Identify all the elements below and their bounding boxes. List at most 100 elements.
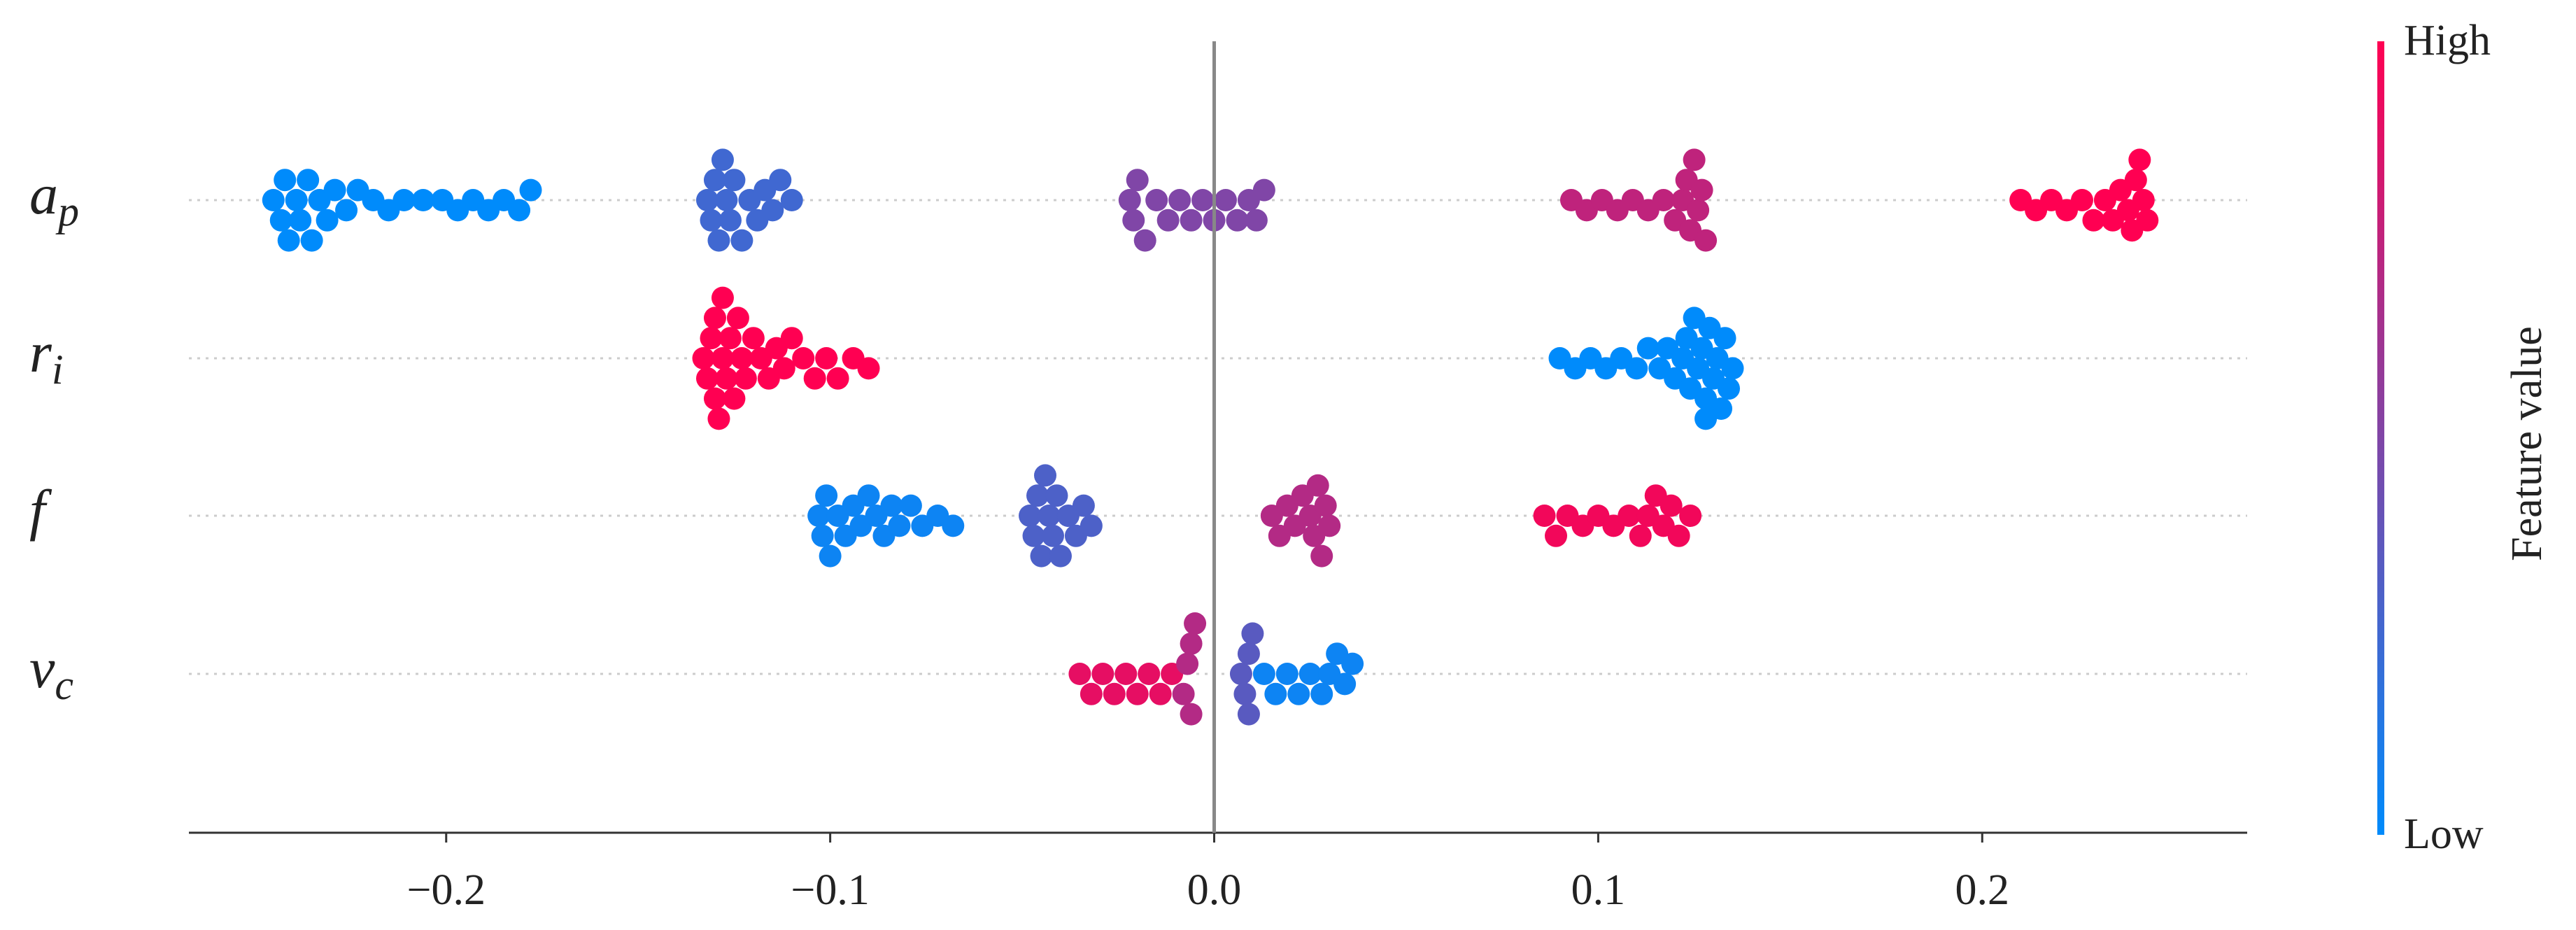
point: [1275, 663, 1298, 685]
point: [1237, 642, 1260, 665]
point: [1156, 209, 1180, 232]
point: [1718, 377, 1741, 400]
point: [1683, 148, 1706, 171]
point: [1103, 682, 1126, 705]
point: [703, 387, 726, 410]
feature-label: ri: [29, 320, 64, 393]
point: [730, 347, 753, 369]
point: [1226, 209, 1249, 232]
point: [734, 367, 757, 390]
point: [815, 347, 838, 369]
point: [726, 307, 749, 330]
point: [1310, 544, 1333, 568]
feature-subscript: c: [55, 662, 73, 708]
point: [411, 189, 434, 211]
point: [1072, 494, 1095, 517]
point: [1687, 199, 1710, 222]
point: [1306, 474, 1329, 497]
point: [780, 327, 803, 350]
point: [392, 189, 416, 211]
point: [1341, 652, 1364, 675]
point: [1034, 464, 1057, 487]
feature-label: ap: [29, 162, 79, 234]
point: [707, 407, 730, 430]
point: [1287, 682, 1310, 705]
point: [2124, 169, 2147, 192]
point: [1618, 505, 1641, 527]
point: [730, 229, 753, 252]
point: [323, 178, 346, 202]
x-tick-label: −0.2: [407, 866, 486, 914]
point: [1310, 682, 1333, 705]
point: [1080, 682, 1103, 705]
point: [811, 524, 834, 547]
colorbar-high: High: [2404, 17, 2491, 64]
point: [1176, 652, 1199, 675]
point: [274, 169, 297, 192]
point: [826, 367, 849, 390]
point: [857, 357, 880, 380]
point: [1138, 663, 1161, 685]
point: [1168, 189, 1191, 211]
point: [1636, 337, 1659, 360]
point: [815, 484, 838, 507]
point: [1318, 514, 1341, 537]
point: [1180, 632, 1203, 655]
point: [857, 484, 880, 507]
point: [1114, 663, 1138, 685]
point: [2082, 209, 2105, 232]
x-tick-label: 0.0: [1187, 866, 1242, 914]
point: [1721, 357, 1744, 380]
point: [335, 199, 358, 222]
point: [1659, 494, 1683, 517]
feature-name: f: [29, 478, 52, 542]
point: [792, 347, 815, 369]
point: [1019, 505, 1042, 527]
point: [1149, 682, 1172, 705]
point: [1298, 663, 1322, 685]
point: [1710, 397, 1733, 420]
point: [888, 514, 911, 537]
point: [1533, 505, 1556, 527]
point: [508, 199, 531, 222]
point: [761, 199, 784, 222]
point: [1030, 544, 1053, 568]
point: [807, 505, 830, 527]
point: [1022, 524, 1045, 547]
point: [700, 327, 723, 350]
point: [262, 189, 285, 211]
point: [1184, 612, 1207, 635]
point: [1667, 524, 1690, 547]
point: [2132, 189, 2155, 211]
point: [723, 169, 746, 192]
x-tick-label: −0.1: [791, 866, 869, 914]
feature-label: f: [29, 478, 52, 542]
point: [1229, 663, 1252, 685]
point: [1629, 524, 1652, 547]
point: [1264, 682, 1287, 705]
point: [803, 367, 826, 390]
point: [880, 494, 903, 517]
point: [1122, 209, 1145, 232]
x-tick-label: 0.1: [1571, 866, 1626, 914]
point: [1068, 663, 1091, 685]
point: [1545, 524, 1568, 547]
point: [277, 229, 300, 252]
point: [1652, 189, 1675, 211]
point: [711, 286, 734, 309]
point: [1045, 484, 1068, 507]
point: [899, 494, 922, 517]
point: [1625, 357, 1648, 380]
point: [1041, 524, 1064, 547]
point: [707, 229, 730, 252]
point: [1214, 189, 1237, 211]
point: [742, 327, 765, 350]
feature-label: vc: [29, 636, 73, 708]
colorbar-low: Low: [2404, 810, 2484, 858]
point: [1314, 494, 1337, 517]
point: [300, 229, 323, 252]
point: [1145, 189, 1168, 211]
feature-name: r: [29, 320, 52, 384]
point: [269, 209, 292, 232]
